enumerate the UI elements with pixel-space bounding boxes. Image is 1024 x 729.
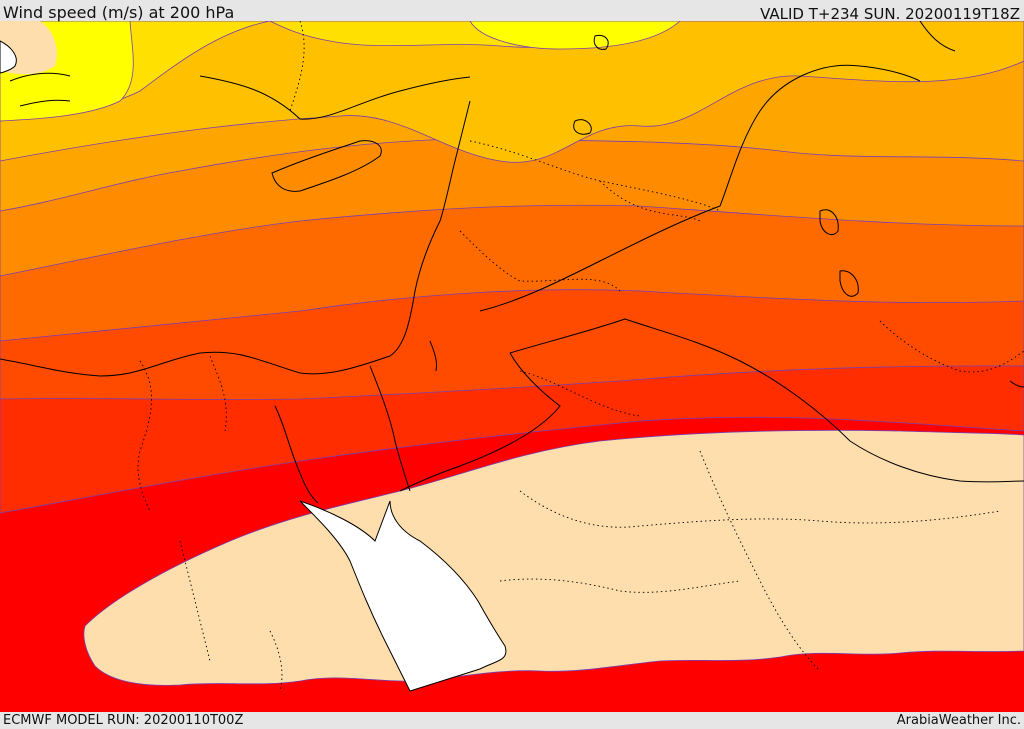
coastlines <box>0 21 1024 504</box>
boundaries <box>369 64 1024 492</box>
red-sea <box>299 500 507 692</box>
band-3 <box>0 21 1024 163</box>
header-bar <box>0 0 1024 21</box>
borders <box>137 21 1024 692</box>
footer-bar <box>0 712 1024 729</box>
map-title: Wind speed (m/s) at 200 hPa <box>3 3 235 22</box>
valid-time: VALID T+234 SUN. 20200119T18Z <box>760 5 1020 23</box>
low-speed-area <box>83 429 1024 686</box>
wind-speed-map <box>0 21 1024 712</box>
model-run: ECMWF MODEL RUN: 20200110T00Z <box>3 713 244 728</box>
aegean-island <box>0 40 17 74</box>
provider-credit: ArabiaWeather Inc. <box>896 713 1021 728</box>
band-1b <box>469 21 681 50</box>
